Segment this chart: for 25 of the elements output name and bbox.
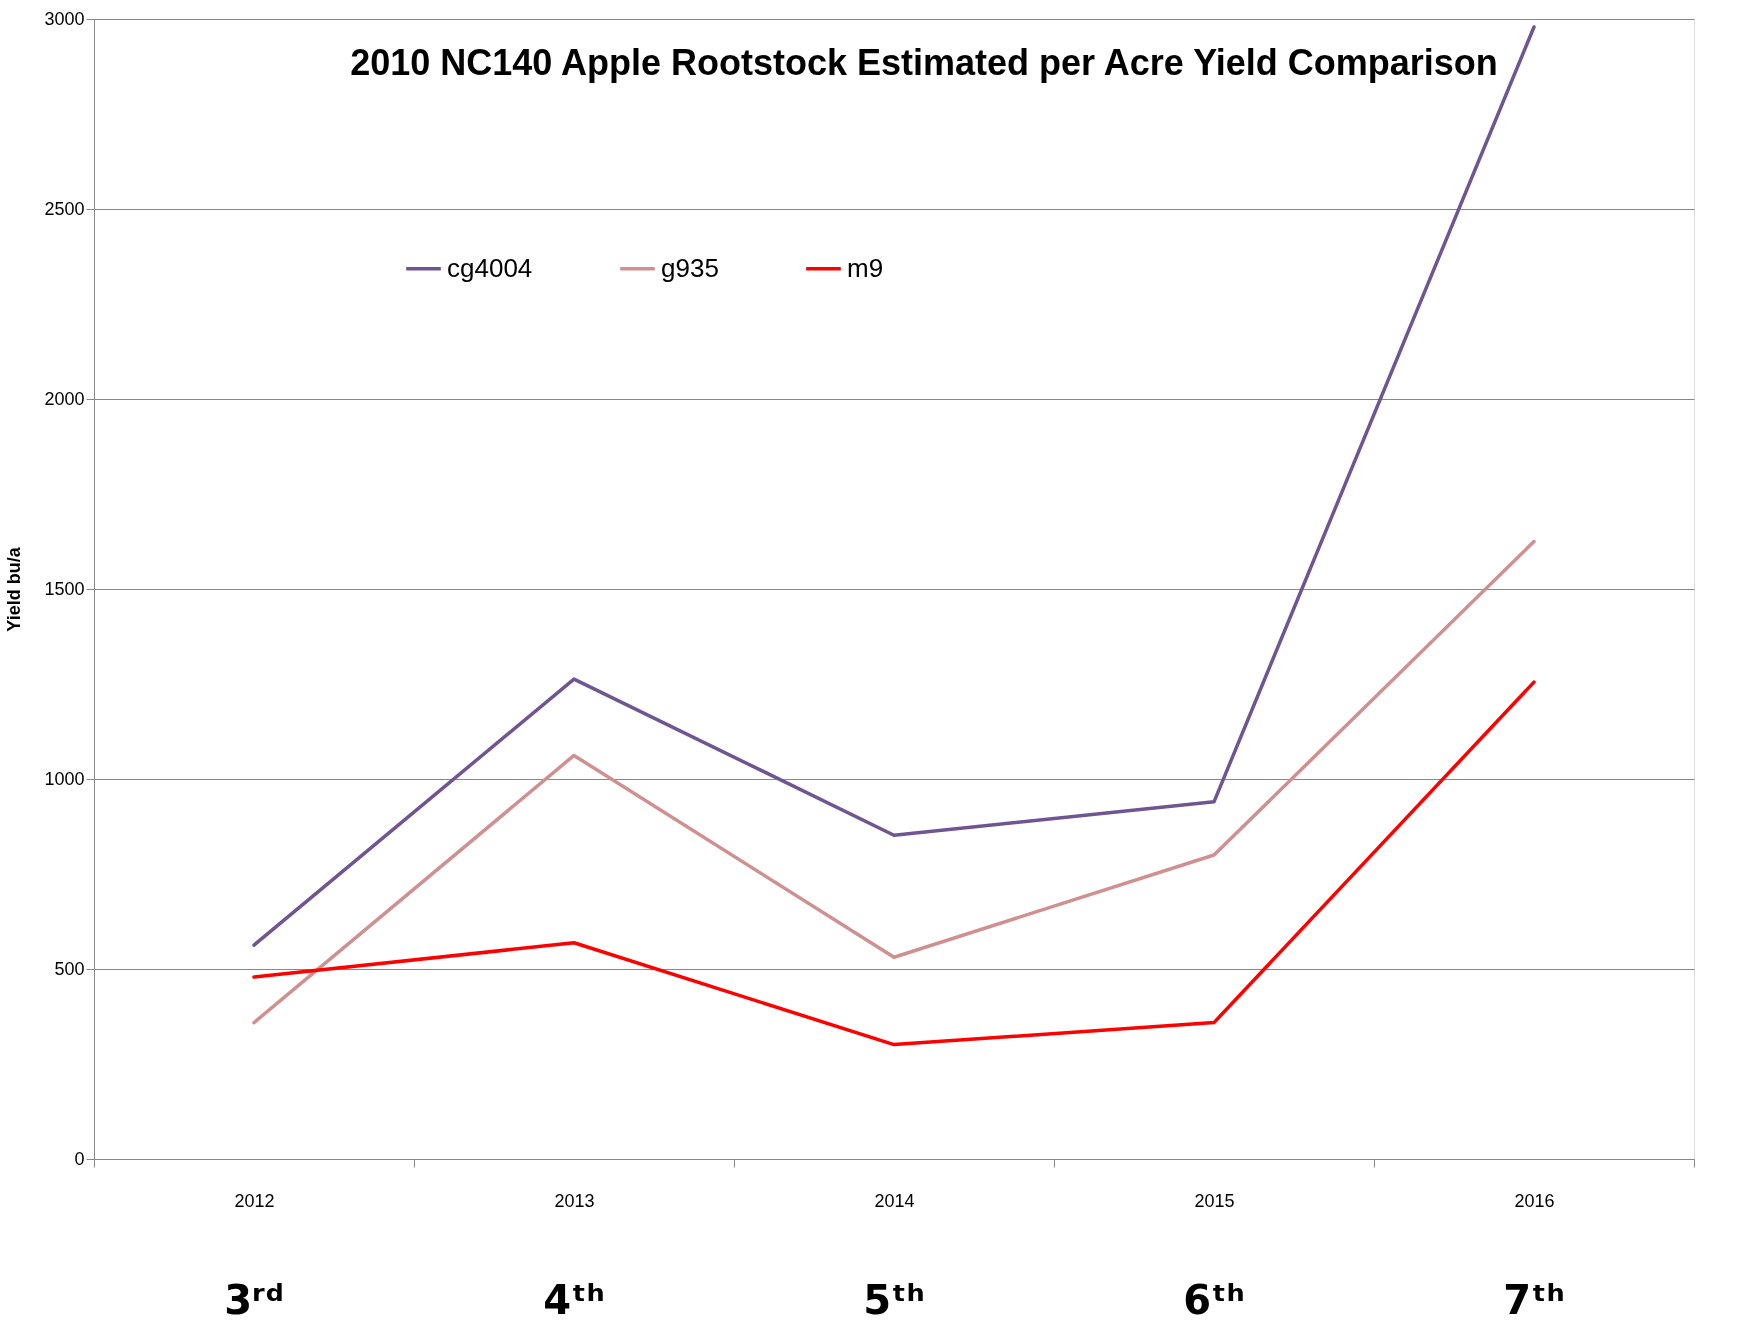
text: 6ᵗʰ: [1183, 1277, 1245, 1323]
line-series: [252, 680, 1536, 1047]
legend-label: m9: [847, 252, 884, 283]
text: 2010 NC140 Apple Rootstock Estimated per Acre Yield Comparison: [350, 42, 1498, 83]
legend-label: g935: [661, 252, 719, 283]
text: 3ʳᵈ: [224, 1277, 284, 1323]
y-tick-label: 2000: [44, 388, 85, 409]
text: 4ᵗʰ: [543, 1277, 605, 1323]
y-tick-label: 1000: [44, 768, 85, 789]
y-tick-label: 2500: [44, 198, 85, 219]
y-tick-label: 3000: [44, 8, 85, 29]
line-series: [252, 25, 1536, 947]
x-tick-label: 2016: [1514, 1190, 1555, 1211]
text: 7ᵗʰ: [1503, 1277, 1565, 1323]
y-tick-label: 0: [74, 1148, 85, 1169]
x-tick-label: 2015: [1194, 1190, 1235, 1211]
legend-label: cg4004: [447, 252, 533, 283]
line-series: [252, 539, 1536, 1025]
x-tick-label: 2014: [874, 1190, 915, 1211]
x-tick-label: 2012: [234, 1190, 275, 1211]
x-tick-label: 2013: [554, 1190, 595, 1211]
y-axis-title: Yield bu/a: [4, 546, 25, 632]
y-tick-label: 500: [54, 958, 85, 979]
y-tick-label: 1500: [44, 578, 85, 599]
text: 5ᵗʰ: [863, 1277, 925, 1323]
